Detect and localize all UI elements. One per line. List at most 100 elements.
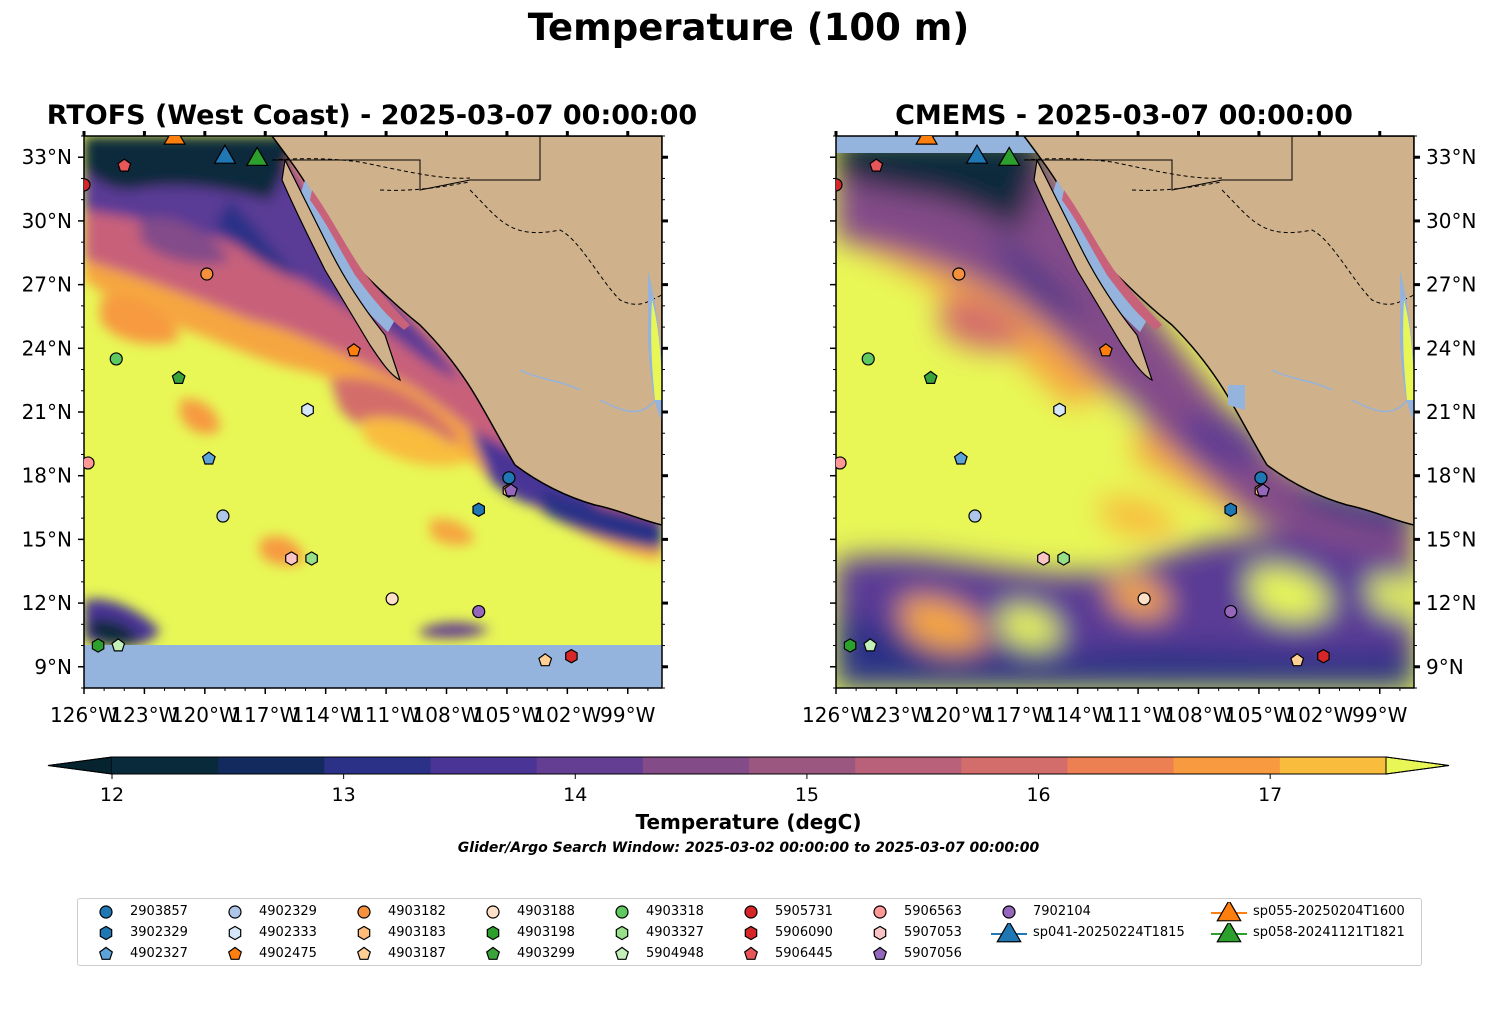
float-marker-7902104 — [1224, 604, 1238, 619]
legend: 2903857 3902329 4902327 4902329 4902333 49024… — [77, 898, 1422, 966]
legend-marker-4902475 — [227, 946, 243, 960]
lon-tick-label: 108°W — [1165, 703, 1233, 727]
legend-marker-4903318 — [615, 905, 629, 919]
float-marker-4903187 — [1290, 653, 1305, 667]
float-marker-5906445 — [869, 158, 884, 172]
colorbar-segment — [536, 757, 644, 774]
lon-tick-label: 102°W — [533, 703, 601, 727]
legend-label: 4903198 — [517, 925, 575, 940]
legend-marker-2903857 — [99, 905, 113, 919]
float-marker-4903198 — [91, 638, 105, 653]
float-marker-2903857 — [502, 471, 516, 485]
legend-marker-4902333 — [228, 925, 242, 941]
legend-marker-5907053 — [873, 925, 887, 941]
lon-tick-label: 114°W — [292, 703, 360, 727]
float-marker-4903188 — [1137, 592, 1151, 606]
float-marker-5907056 — [1255, 483, 1270, 497]
float-marker-sp058-20241121T1821 — [997, 146, 1021, 166]
float-marker-sp041-20250224T1815 — [213, 144, 237, 164]
lon-tick-label: 99°W — [600, 703, 655, 727]
legend-label: 4903299 — [517, 946, 575, 961]
lon-tick-label: 126°W — [50, 703, 118, 727]
colorbar-tick-label: 15 — [795, 784, 819, 806]
legend-marker-5906563 — [873, 905, 887, 919]
colorbar-tick-label: 13 — [332, 784, 356, 806]
lon-tick-label: 111°W — [352, 703, 420, 727]
float-marker-5904948 — [111, 638, 126, 652]
legend-label: 5907053 — [904, 925, 962, 940]
lat-tick-label: 9°N — [1426, 655, 1464, 679]
legend-label: sp058-20241121T1821 — [1253, 925, 1405, 940]
legend-label: 5905731 — [775, 904, 833, 919]
legend-marker-5906090 — [744, 925, 758, 941]
legend-label: 5907056 — [904, 946, 962, 961]
legend-marker-sp058-20241121T1821 — [1216, 923, 1242, 943]
lat-tick-label: 15°N — [22, 527, 72, 551]
float-marker-4902475 — [1098, 343, 1113, 357]
float-marker-2903857 — [1254, 471, 1268, 485]
lat-tick-label: 27°N — [1426, 273, 1476, 297]
float-marker-4902329 — [968, 509, 982, 523]
map-figure: 126°W123°W120°W117°W114°W111°W108°W105°W… — [22, 131, 1476, 727]
colorbar-segment — [1067, 757, 1175, 774]
figure-title: Temperature (100 m) — [527, 6, 970, 49]
legend-label: 5906563 — [904, 904, 962, 919]
colorbar-segment — [642, 757, 750, 774]
colorbar-tick-label: 17 — [1258, 784, 1282, 806]
legend-label: 3902329 — [130, 925, 188, 940]
legend-marker-4903183 — [357, 925, 371, 941]
no-data-region — [84, 645, 662, 688]
float-marker-5905731 — [836, 178, 843, 192]
lon-tick-label: 111°W — [1104, 703, 1172, 727]
float-marker-5906563 — [836, 456, 847, 470]
lat-tick-label: 18°N — [1426, 464, 1476, 488]
lat-tick-label: 21°N — [22, 400, 72, 424]
lat-tick-label: 30°N — [1426, 209, 1476, 233]
legend-label: 2903857 — [130, 904, 188, 919]
lon-tick-label: 108°W — [413, 703, 481, 727]
float-marker-sp041-20250224T1815 — [965, 144, 989, 164]
colorbar-tick-label: 16 — [1026, 784, 1050, 806]
lon-tick-label: 105°W — [1225, 703, 1293, 727]
lon-tick-label: 123°W — [110, 703, 178, 727]
legend-marker-4903182 — [357, 905, 371, 919]
legend-label: 7902104 — [1033, 904, 1091, 919]
panel-title-rtofs: RTOFS (West Coast) - 2025-03-07 00:00:00 — [46, 100, 698, 131]
colorbar-segment — [1279, 757, 1387, 774]
float-marker-5907053 — [285, 551, 298, 566]
float-marker-4903182 — [952, 267, 966, 281]
float-marker-4903318 — [861, 352, 875, 366]
legend-label: 4903327 — [646, 925, 704, 940]
rtofs-map-panel — [84, 136, 662, 688]
float-marker-5907056 — [503, 483, 518, 497]
float-marker-5905731 — [84, 178, 91, 192]
colorbar-segment — [749, 757, 856, 774]
legend-marker-4903187 — [356, 946, 372, 960]
legend-marker-4903188 — [486, 905, 500, 919]
legend-label: 5906445 — [775, 946, 833, 961]
float-marker-4903327 — [305, 551, 318, 566]
float-marker-sp055-20250204T1600 — [915, 136, 939, 145]
legend-marker-5905731 — [744, 905, 758, 919]
legend-label: 5904948 — [646, 946, 704, 961]
legend-marker-5906445 — [743, 946, 759, 960]
us-mexico-border — [272, 136, 541, 191]
float-marker-4903187 — [538, 653, 553, 667]
lon-tick-label: 117°W — [231, 703, 299, 727]
colorbar-under-arrow — [47, 756, 113, 775]
colorbar-over-arrow — [1385, 756, 1450, 775]
lat-tick-label: 24°N — [22, 336, 72, 360]
lon-tick-label: 99°W — [1352, 703, 1407, 727]
lon-tick-label: 102°W — [1285, 703, 1353, 727]
float-marker-7902104 — [472, 604, 486, 619]
float-marker-4902333 — [301, 402, 314, 418]
lat-tick-label: 15°N — [1426, 527, 1476, 551]
float-marker-4902327 — [201, 451, 216, 465]
float-marker-5907053 — [1037, 551, 1050, 566]
lat-tick-label: 21°N — [1426, 400, 1476, 424]
float-marker-4903327 — [1057, 551, 1070, 566]
float-marker-5904948 — [863, 638, 878, 652]
legend-label: 4903183 — [388, 925, 446, 940]
legend-label: 4902475 — [259, 946, 317, 961]
float-marker-4903318 — [109, 352, 123, 366]
